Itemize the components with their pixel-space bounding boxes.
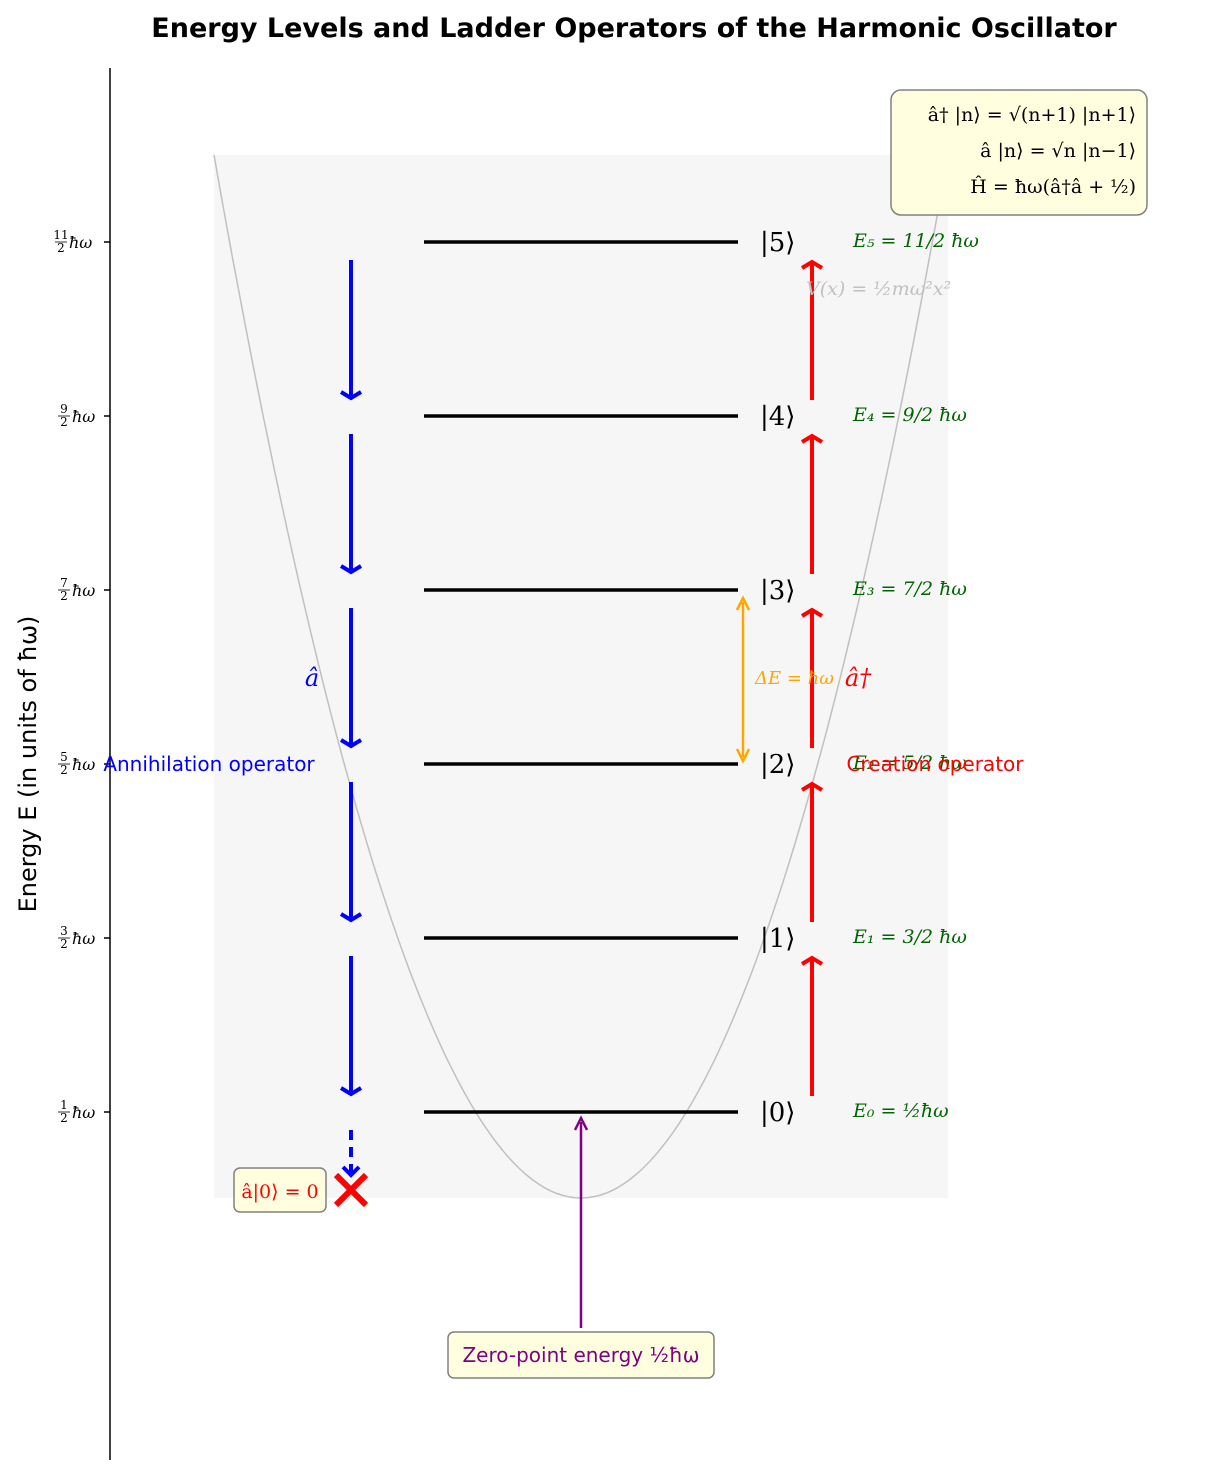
annihilation-arrow (339, 782, 363, 923)
level-ket: |5⟩ (760, 228, 795, 258)
y-tick-label: 52 ħω (58, 750, 95, 777)
svg-text:2: 2 (60, 415, 68, 429)
ground-annihilation-text: â|0⟩ = 0 (241, 1181, 318, 1203)
level-ket: |4⟩ (760, 402, 795, 432)
creation-arrow (800, 433, 824, 574)
equation-line: Ĥ = ħω(â†â + ½) (970, 175, 1136, 198)
potential-well-fill (214, 155, 948, 1198)
svg-text:11: 11 (53, 228, 68, 242)
svg-text:2: 2 (60, 1111, 68, 1125)
annihilation-label: Annihilation operator (103, 752, 315, 776)
y-tick-label: 92 ħω (58, 402, 95, 429)
svg-text:7: 7 (60, 576, 68, 590)
level-ket: |2⟩ (760, 750, 795, 780)
annihilation-arrow (339, 608, 363, 749)
zero-point-box (447, 1331, 715, 1379)
svg-text:ħω: ħω (72, 1103, 95, 1122)
y-tick-label: 12 ħω (58, 1098, 95, 1125)
potential-label: V(x) = ½mω²x² (806, 278, 951, 300)
level-energy-label: E₃ = 7/2 ħω (852, 578, 967, 600)
equations-box (890, 89, 1148, 216)
svg-text:2: 2 (60, 589, 68, 603)
svg-text:ħω: ħω (72, 755, 95, 774)
svg-text:ħω: ħω (72, 929, 95, 948)
svg-text:2: 2 (60, 763, 68, 777)
svg-text:ħω: ħω (72, 581, 95, 600)
svg-text:1: 1 (60, 1098, 68, 1112)
svg-text:ħω: ħω (72, 407, 95, 426)
svg-text:5: 5 (60, 750, 68, 764)
svg-text:3: 3 (60, 924, 68, 938)
creation-symbol: â† (845, 664, 872, 692)
annihilation-arrow (339, 260, 363, 401)
y-axis-label: Energy E (in units of ħω) (14, 616, 42, 913)
level-energy-label: E₄ = 9/2 ħω (852, 404, 967, 426)
annihilation-arrow (339, 956, 363, 1097)
creation-arrow (800, 259, 824, 400)
svg-text:ħω: ħω (69, 233, 92, 252)
y-tick-label: 32 ħω (58, 924, 95, 951)
creation-label: Creation operator (847, 752, 1025, 776)
cross-mark-icon (333, 1172, 369, 1208)
annihilation-arrow (339, 434, 363, 575)
creation-arrow (800, 955, 824, 1096)
creation-arrow (800, 607, 824, 748)
svg-text:2: 2 (57, 241, 65, 255)
svg-text:2: 2 (60, 937, 68, 951)
equation-line: â |n⟩ = √n |n−1⟩ (980, 140, 1136, 162)
creation-arrows (800, 259, 824, 1096)
level-energy-label: E₂ = 5/2 ħω (852, 752, 967, 774)
level-ket: |3⟩ (760, 576, 795, 606)
creation-arrow (800, 781, 824, 922)
y-tick-label: 72 ħω (58, 576, 95, 603)
equation-line: â† |n⟩ = √(n+1) |n+1⟩ (928, 104, 1136, 126)
energy-levels: |0⟩ E₀ = ½ħω |1⟩ E₁ = 3/2 ħω |2⟩ E₂ = 5/2 ħω |… (424, 228, 979, 1128)
ground-annihilation-box (233, 1167, 327, 1213)
level-ket: |1⟩ (760, 924, 795, 954)
annihilation-symbol: â (305, 664, 319, 692)
delta-e-label: ΔE = ħω (754, 668, 834, 689)
level-ket: |0⟩ (760, 1098, 795, 1128)
svg-text:9: 9 (60, 402, 68, 416)
ground-annihilation-arrow (341, 1130, 361, 1178)
equations-list: â† |n⟩ = √(n+1) |n+1⟩ â |n⟩ = √n |n−1⟩ Ĥ =… (928, 104, 1136, 198)
y-tick-label: 112 ħω (53, 228, 92, 255)
zero-point-arrow (573, 1115, 589, 1328)
zero-point-label: Zero-point energy ½ħω (462, 1343, 699, 1367)
delta-e-arrow (735, 595, 751, 764)
annihilation-arrows (339, 260, 363, 1097)
level-energy-label: E₅ = 11/2 ħω (852, 230, 979, 252)
level-energy-label: E₁ = 3/2 ħω (852, 926, 967, 948)
level-energy-label: E₀ = ½ħω (852, 1100, 949, 1122)
diagram-title: Energy Levels and Ladder Operators of th… (151, 13, 1117, 44)
